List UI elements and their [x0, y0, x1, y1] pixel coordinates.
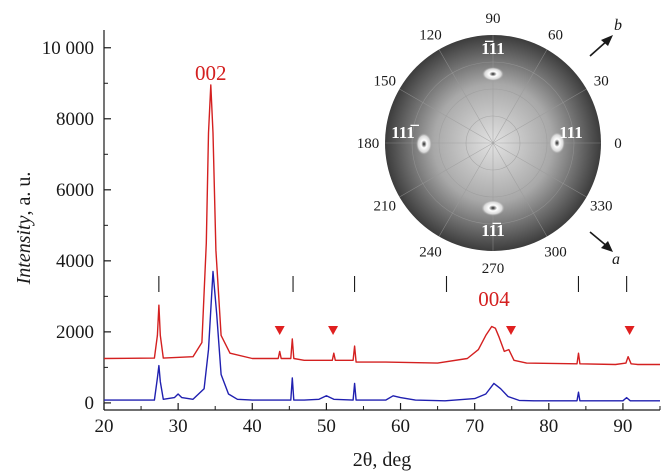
series-line [104, 84, 660, 366]
y-tick-label: 2000 [56, 322, 94, 343]
angle-label: 30 [594, 74, 609, 90]
angle-label: 60 [548, 28, 563, 44]
y-tick-label: 6000 [56, 180, 94, 201]
x-tick-label: 60 [391, 416, 410, 437]
polar-spoke [438, 49, 494, 144]
y-axis-title-text: Intensity, a. u. [13, 172, 35, 286]
angle-label: 120 [419, 28, 442, 44]
angle-label: 0 [614, 136, 622, 152]
x-tick-label: 90 [613, 416, 632, 437]
polar-spoke [492, 142, 587, 198]
axis-b-label: b [614, 17, 622, 34]
pole-label-bottom: 11̅1 [481, 221, 505, 240]
pole-spot [416, 133, 432, 155]
pole-label-left: 111̅ [391, 123, 420, 142]
reference-lines [158, 276, 628, 292]
axis-a-arrow: a [589, 231, 620, 268]
polar-spoke [399, 142, 494, 198]
y-axis-title-unit: , a. u. [13, 172, 35, 216]
polar-spoke [492, 88, 587, 144]
series-line [104, 270, 660, 402]
y-axis-title: Intensity, a. u. [13, 172, 35, 286]
y-tick-label: 10 000 [42, 38, 94, 59]
angle-label: 240 [419, 244, 442, 260]
peak-annotations: 002 004 [195, 61, 510, 311]
polar-spoke [399, 88, 494, 144]
y-axis-title-italic: Intensity [13, 215, 35, 285]
x-tick-label: 80 [539, 416, 558, 437]
x-tick-label: 20 [95, 416, 114, 437]
triangle-marker [328, 326, 339, 335]
y-tick-label: 0 [85, 393, 95, 414]
peak-annotation: 004 [478, 287, 510, 311]
angle-label: 270 [482, 261, 505, 277]
y-ticks: 0 2000 4000 6000 8000 10 000 [42, 38, 111, 414]
x-tick-label: 30 [169, 416, 188, 437]
pole-spot [549, 132, 565, 154]
x-tick-label: 40 [243, 416, 262, 437]
polar-spoke [492, 49, 548, 144]
y-tick-label: 8000 [56, 109, 94, 130]
triangle-marker [274, 326, 285, 335]
peak-annotation: 002 [195, 61, 227, 85]
angle-label: 180 [357, 136, 380, 152]
triangle-marker [505, 326, 516, 335]
x-ticks: 20 30 40 50 60 70 80 90 [95, 403, 661, 437]
polar-spoke [492, 142, 548, 237]
polar-grid [385, 35, 601, 251]
triangle-markers [274, 326, 635, 335]
angle-label: 330 [590, 199, 613, 215]
pole-label-right: 111 [559, 123, 583, 142]
x-tick-label: 50 [317, 416, 336, 437]
y-tick-label: 4000 [56, 251, 94, 272]
angle-label: 300 [544, 244, 567, 260]
x-tick-label: 70 [465, 416, 484, 437]
angle-label: 90 [486, 11, 501, 27]
pole-label-top: 1̅11 [481, 39, 505, 58]
axes-frame [103, 30, 660, 411]
pole-spots [416, 67, 565, 216]
pole-spot [481, 200, 505, 216]
angle-label: 150 [373, 74, 396, 90]
triangle-marker [624, 326, 635, 335]
axis-b-arrow: b [589, 17, 622, 57]
x-axis-title: 2θ, deg [353, 449, 411, 471]
pole-spot [482, 67, 504, 81]
axis-a-label: a [612, 251, 620, 268]
angle-label: 210 [373, 199, 396, 215]
polar-spoke [438, 142, 494, 237]
series-layer [104, 84, 660, 402]
